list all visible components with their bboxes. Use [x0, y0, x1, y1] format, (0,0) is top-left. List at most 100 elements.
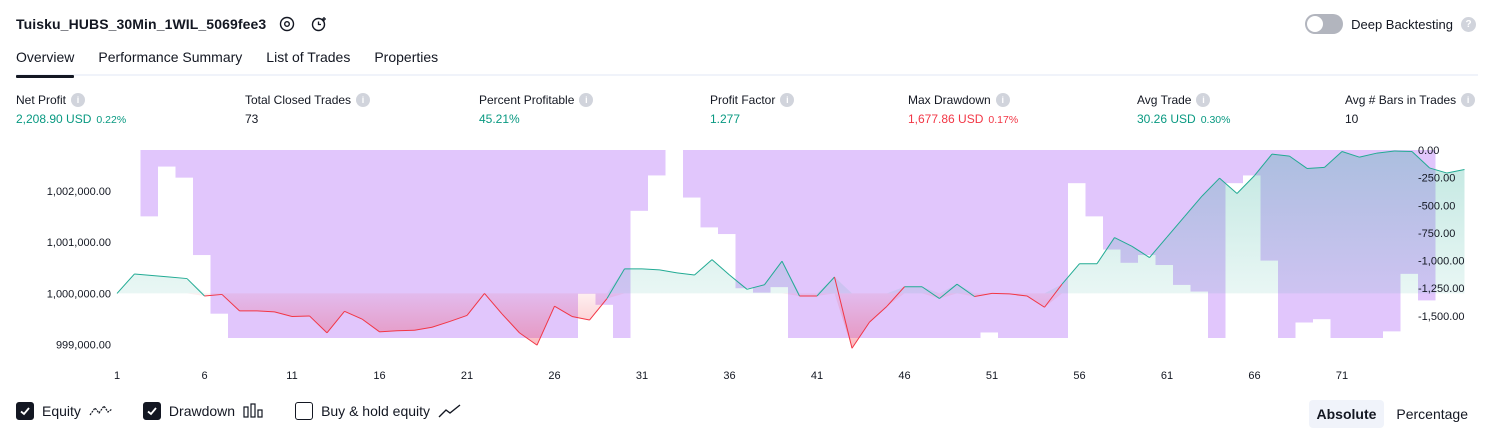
- metric-avg-trade: Avg Trade i 30.26 USD 0.30%: [1137, 93, 1230, 126]
- info-icon[interactable]: i: [1196, 93, 1211, 107]
- drawdown-bar: [263, 150, 281, 338]
- drawdown-bar: [438, 150, 456, 338]
- right-axis-tick-label: -1,500.00: [1418, 311, 1464, 323]
- equity-line-segment: [291, 315, 310, 317]
- drawdown-bar: [1225, 150, 1243, 184]
- equity-line-segment: [781, 260, 800, 297]
- chart-legend: Equity Drawdown Buy & hold equity: [16, 402, 492, 420]
- right-axis-tick-label: -1,250.00: [1418, 283, 1464, 295]
- legend-drawdown[interactable]: Drawdown: [142, 402, 265, 420]
- equity-line-segment: [869, 305, 888, 323]
- drawdown-bar: [578, 150, 596, 294]
- equity-line-segment: [1096, 237, 1115, 264]
- settings-icon[interactable]: [276, 13, 298, 35]
- drawdown-bar: [280, 150, 298, 338]
- info-icon[interactable]: i: [780, 93, 795, 107]
- drawdown-bar: [753, 150, 771, 293]
- drawdown-bar: [1103, 150, 1121, 250]
- equity-line-segment: [536, 306, 555, 346]
- equity-line-segment: [431, 321, 450, 328]
- equity-area-negative: [117, 293, 1465, 349]
- x-axis-tick-label: 31: [636, 370, 648, 382]
- info-icon[interactable]: i: [356, 93, 371, 107]
- tab-list-of-trades[interactable]: List of Trades: [266, 49, 351, 65]
- metric-value: 10: [1345, 112, 1359, 126]
- buy-hold-checkbox[interactable]: [295, 402, 314, 420]
- equity-line-segment: [921, 286, 940, 299]
- equity-line-segment: [256, 310, 275, 313]
- metric-label: Avg Trade: [1137, 93, 1192, 107]
- drawdown-bar: [543, 150, 561, 338]
- equity-line-segment: [589, 298, 608, 321]
- metrics-row: Net Profit i 2,208.90 USD 0.22% Total Clos…: [0, 93, 1494, 133]
- drawdown-bar: [368, 150, 386, 338]
- absolute-button[interactable]: Absolute: [1308, 400, 1385, 428]
- tab-overview[interactable]: Overview: [16, 46, 75, 78]
- equity-line-segment: [204, 293, 223, 297]
- equity-line-segment: [746, 284, 765, 290]
- legend-buy-hold[interactable]: Buy & hold equity: [295, 402, 462, 420]
- drawdown-bar: [735, 150, 753, 289]
- legend-buy-hold-label: Buy & hold equity: [321, 403, 431, 419]
- equity-line-segment: [116, 273, 135, 294]
- right-axis-tick-label: -250.00: [1418, 173, 1455, 185]
- right-axis-tick-label: -1,000.00: [1418, 256, 1464, 268]
- equity-line-segment: [886, 286, 905, 307]
- percentage-button[interactable]: Percentage: [1396, 406, 1468, 422]
- chart-mode-switch: Absolute Percentage: [1308, 400, 1477, 428]
- drawdown-bar: [910, 150, 928, 338]
- right-axis-tick-label: -500.00: [1418, 200, 1455, 212]
- equity-line-segment: [186, 278, 205, 297]
- drawdown-bar: [858, 150, 876, 338]
- equity-checkbox[interactable]: [16, 402, 34, 420]
- equity-line-segment: [1376, 150, 1395, 154]
- drawdown-bar: [1050, 150, 1068, 338]
- metric-label: Percent Profitable: [479, 93, 575, 107]
- equity-area-positive: [117, 151, 1465, 294]
- tab-properties[interactable]: Properties: [374, 49, 439, 65]
- buy-hold-line-icon: [438, 403, 462, 419]
- info-icon[interactable]: i: [71, 93, 86, 107]
- legend-equity[interactable]: Equity: [16, 402, 113, 420]
- equity-line-segment: [729, 274, 748, 290]
- equity-chart[interactable]: 1,002,000.00 1,001,000.00 1,000,000.00 999,…: [0, 140, 1494, 392]
- equity-line-segment: [1131, 245, 1150, 258]
- equity-line-segment: [571, 315, 590, 321]
- drawdown-bar: [998, 150, 1016, 338]
- left-axis-tick-label: 1,002,000.00: [47, 186, 111, 198]
- equity-line-segment: [484, 293, 503, 315]
- info-icon[interactable]: i: [1461, 93, 1476, 107]
- x-axis-tick-label: 61: [1161, 370, 1173, 382]
- metric-label: Total Closed Trades: [245, 93, 352, 107]
- deep-backtesting-toggle[interactable]: [1305, 14, 1344, 34]
- drawdown-bar: [508, 150, 526, 338]
- add-alert-icon[interactable]: [308, 13, 330, 35]
- equity-line-segment: [1289, 155, 1308, 169]
- equity-line-segment: [1026, 295, 1045, 308]
- help-icon[interactable]: ?: [1461, 16, 1476, 32]
- drawdown-bar: [350, 150, 368, 338]
- drawdown-bar: [700, 150, 718, 228]
- metric-percent: 0.22%: [96, 114, 127, 126]
- equity-line-segment: [1446, 168, 1465, 174]
- equity-line-segment: [1254, 153, 1273, 176]
- info-icon[interactable]: i: [995, 93, 1010, 107]
- drawdown-bar: [630, 150, 648, 211]
- metric-value: 2,208.90 USD: [16, 112, 92, 126]
- drawdown-bar: [245, 150, 263, 338]
- drawdown-bar: [490, 150, 508, 338]
- drawdown-bar: [560, 150, 578, 338]
- tab-performance-summary[interactable]: Performance Summary: [98, 49, 243, 65]
- strategy-name: Tuisku_HUBS_30Min_1WIL_5069fee3: [16, 16, 267, 32]
- x-axis-tick-label: 51: [986, 370, 998, 382]
- equity-line-segment: [939, 283, 958, 299]
- equity-line-segment: [764, 260, 783, 286]
- equity-line-segment: [554, 305, 573, 317]
- equity-line-segment: [1044, 283, 1063, 308]
- info-icon[interactable]: i: [579, 93, 594, 107]
- drawdown-checkbox[interactable]: [142, 402, 161, 420]
- metric-profit-factor: Profit Factor i 1.277: [710, 93, 795, 126]
- x-axis-tick-label: 71: [1336, 370, 1348, 382]
- metric-label: Max Drawdown: [908, 93, 991, 107]
- equity-line-segment: [1201, 177, 1220, 197]
